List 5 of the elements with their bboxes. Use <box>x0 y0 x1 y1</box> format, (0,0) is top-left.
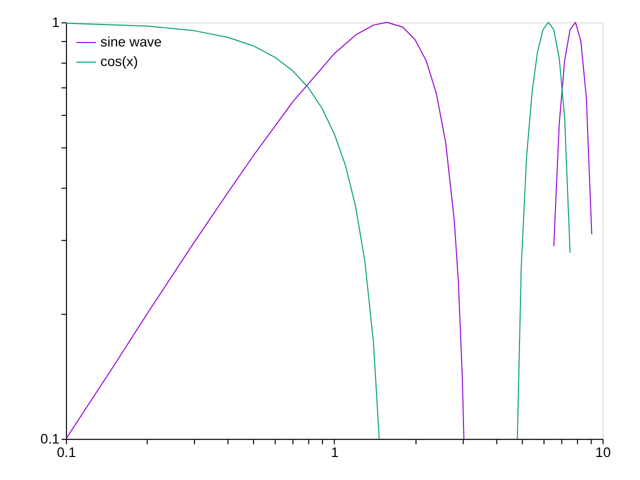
x-tick-label: 0.1 <box>56 445 76 460</box>
legend-label: cos(x) <box>100 54 138 70</box>
legend-label: sine wave <box>100 34 162 50</box>
x-tick-label: 1 <box>330 445 339 460</box>
x-tick-label: 10 <box>595 445 612 460</box>
